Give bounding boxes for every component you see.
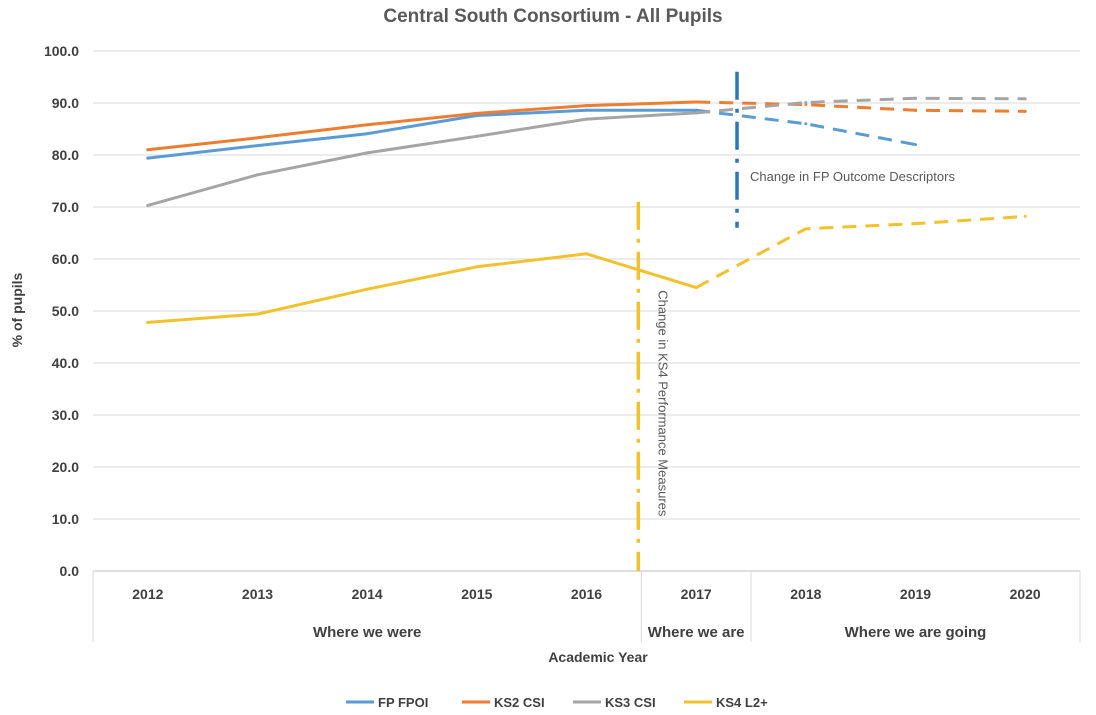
series-fp-fpoi <box>146 108 917 160</box>
y-tick-label: 0.0 <box>60 563 80 579</box>
data-point <box>146 203 150 207</box>
data-point <box>914 96 917 100</box>
y-tick-label: 50.0 <box>52 303 79 319</box>
data-point <box>694 100 698 104</box>
series-ks4-l2- <box>146 214 1027 324</box>
data-point <box>256 173 259 177</box>
series-line-actual <box>146 100 698 152</box>
y-axis-ticks: 100.0 90.0 80.0 70.0 60.0 50.0 40.0 30.0 20.0 10.… <box>44 43 79 579</box>
series-line-projected <box>696 96 1026 115</box>
x-group-label: Where we were <box>313 624 421 641</box>
x-group-label: Where we are <box>648 624 745 641</box>
y-tick-label: 80.0 <box>52 147 79 163</box>
x-tick-label: 2017 <box>681 586 712 602</box>
series-line-projected <box>696 100 1026 113</box>
data-point <box>256 312 259 316</box>
data-point <box>585 104 588 108</box>
data-point <box>804 100 808 104</box>
data-point <box>256 136 259 140</box>
data-point <box>585 117 588 121</box>
series-line-actual <box>146 111 698 207</box>
data-point <box>475 111 479 115</box>
x-tick-label: 2016 <box>571 586 602 602</box>
data-point <box>1023 109 1027 113</box>
data-point <box>585 108 588 112</box>
data-point <box>146 148 150 152</box>
data-point <box>256 144 259 148</box>
data-point <box>804 227 808 231</box>
data-point <box>585 252 588 256</box>
gridlines <box>93 50 1080 572</box>
x-tick-label: 2014 <box>352 586 383 602</box>
series-line-projected <box>695 214 1026 289</box>
x-tick-label: 2019 <box>900 586 931 602</box>
fp-change-annotation: Change in FP Outcome Descriptors <box>750 169 955 184</box>
x-tick-label: 2013 <box>242 586 273 602</box>
y-tick-label: 60.0 <box>52 251 79 267</box>
y-axis-title: % of pupils <box>9 272 25 347</box>
data-point <box>804 122 808 126</box>
data-point <box>365 151 369 155</box>
y-tick-label: 10.0 <box>52 511 79 527</box>
data-point <box>365 287 369 291</box>
x-tick-label: 2020 <box>1010 586 1041 602</box>
data-point <box>914 143 917 147</box>
data-point <box>475 265 479 269</box>
y-tick-label: 30.0 <box>52 407 79 423</box>
x-tick-label: 2012 <box>132 586 163 602</box>
data-point <box>365 132 369 136</box>
x-axis-title: Academic Year <box>548 649 648 665</box>
annotations: Change in FP Outcome Descriptors Change i… <box>636 71 955 571</box>
series-line-projected <box>696 108 916 147</box>
x-tick-label: 2015 <box>461 586 492 602</box>
series-ks2-csi <box>146 100 1027 152</box>
x-tick-label: 2018 <box>790 586 821 602</box>
data-point <box>804 103 808 107</box>
y-tick-label: 20.0 <box>52 459 79 475</box>
legend: FP FPOI KS2 CSI KS3 CSI KS4 L2+ <box>346 695 768 710</box>
data-point <box>365 123 369 127</box>
data-point <box>1023 214 1027 218</box>
data-point <box>1023 97 1027 101</box>
series-lines <box>146 96 1027 324</box>
data-point <box>914 222 917 226</box>
legend-label: FP FPOI <box>378 695 428 710</box>
series-line-actual <box>146 108 698 160</box>
ks4-change-annotation: Change in KS4 Performance Measures <box>655 290 670 517</box>
series-line-actual <box>146 252 698 324</box>
data-point <box>475 134 479 138</box>
x-axis: 2012 2013 2014 2015 2016 2017 2018 2019 2020 Wher… <box>92 570 1081 642</box>
legend-label: KS4 L2+ <box>716 695 768 710</box>
data-point <box>146 320 150 324</box>
chart-title: Central South Consortium - All Pupils <box>383 6 722 27</box>
series-ks3-csi <box>146 96 1027 207</box>
y-tick-label: 40.0 <box>52 355 79 371</box>
data-point <box>694 108 698 112</box>
y-tick-label: 90.0 <box>52 95 79 111</box>
data-point <box>914 108 917 112</box>
y-tick-label: 70.0 <box>52 199 79 215</box>
data-point <box>694 111 698 115</box>
data-point <box>146 156 150 160</box>
data-point <box>694 286 698 290</box>
y-tick-label: 100.0 <box>44 43 79 59</box>
legend-label: KS3 CSI <box>605 695 656 710</box>
x-group-label: Where we are going <box>845 624 987 641</box>
legend-label: KS2 CSI <box>494 695 545 710</box>
